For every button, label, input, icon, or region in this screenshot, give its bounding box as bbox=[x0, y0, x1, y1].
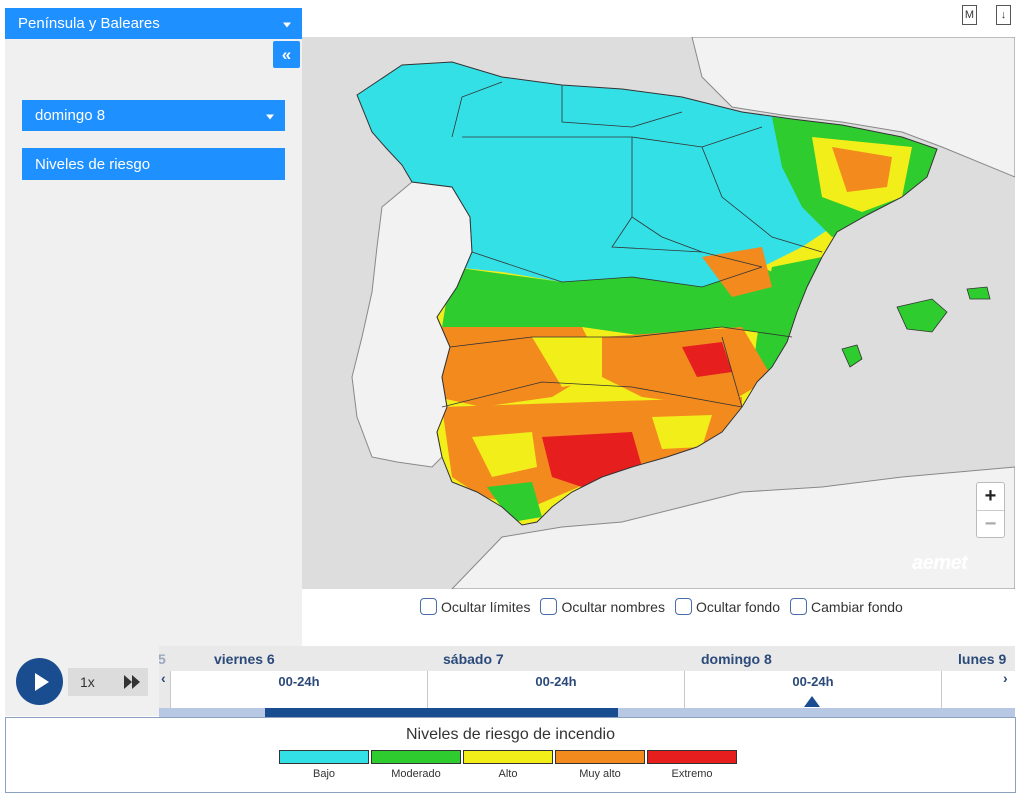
speed-label: 1x bbox=[80, 674, 95, 690]
legend-swatch bbox=[555, 750, 645, 764]
timeline-slot[interactable]: 00-24h bbox=[170, 671, 427, 708]
legend-swatch bbox=[463, 750, 553, 764]
legend-label: Bajo bbox=[312, 768, 336, 780]
timeline-day-header: sábado 7 bbox=[443, 650, 504, 667]
legend-label: Alto bbox=[498, 768, 518, 780]
play-button[interactable] bbox=[16, 658, 63, 705]
playback-controls: 1x bbox=[5, 646, 159, 716]
play-icon bbox=[34, 672, 49, 691]
timeline-prev-fragment: 5 bbox=[159, 650, 166, 667]
option-change-background[interactable]: Cambiar fondo bbox=[790, 598, 903, 615]
slot-label: 00-24h bbox=[792, 674, 834, 689]
timeline-slot[interactable]: 00-24h bbox=[427, 671, 684, 708]
legend-label: Moderado bbox=[391, 768, 441, 780]
legend-item: Extremo bbox=[647, 750, 737, 780]
checkbox[interactable] bbox=[420, 598, 437, 615]
option-label: Cambiar fondo bbox=[811, 598, 903, 615]
legend-label: Muy alto bbox=[579, 768, 621, 780]
timeline-scroll-thumb[interactable] bbox=[265, 708, 618, 717]
ibiza bbox=[841, 344, 863, 368]
france-land bbox=[691, 37, 1015, 178]
menorca bbox=[966, 286, 991, 300]
spain-outline bbox=[356, 61, 938, 526]
mallorca bbox=[896, 298, 948, 333]
region-select[interactable]: Península y Baleares bbox=[5, 8, 302, 39]
timeline-day-header: lunes 9 bbox=[958, 650, 1007, 667]
timeline-day-header: viernes 6 bbox=[214, 650, 275, 667]
checkbox[interactable] bbox=[790, 598, 808, 615]
option-label: Ocultar límites bbox=[441, 598, 531, 615]
zoom-out-button[interactable]: − bbox=[977, 510, 1004, 537]
download-icon[interactable]: ↓ bbox=[996, 5, 1011, 25]
option-hide-limits[interactable]: Ocultar límites bbox=[420, 598, 530, 615]
region-select-label: Península y Baleares bbox=[18, 15, 160, 32]
risk-map[interactable] bbox=[302, 37, 1015, 589]
option-label: Ocultar fondo bbox=[695, 598, 781, 615]
side-panel: Península y Baleares « domingo 8 Niveles… bbox=[5, 8, 302, 648]
chevron-down-icon bbox=[283, 22, 291, 27]
slot-label: 00-24h bbox=[278, 674, 320, 689]
aemet-logo: aemet bbox=[912, 552, 968, 574]
option-label: Ocultar nombres bbox=[561, 598, 665, 615]
timeline-slot[interactable] bbox=[941, 671, 1015, 708]
legend-item: Muy alto bbox=[555, 750, 645, 780]
legend-swatch bbox=[279, 750, 369, 764]
day-select-label: domingo 8 bbox=[35, 107, 106, 124]
document-m-icon[interactable]: M bbox=[962, 5, 977, 25]
checkbox[interactable] bbox=[674, 598, 692, 615]
legend-item: Alto bbox=[463, 750, 553, 780]
slot-label: 00-24h bbox=[535, 674, 577, 689]
selected-slot-marker bbox=[804, 696, 820, 707]
checkbox[interactable] bbox=[540, 598, 558, 615]
chevron-down-icon bbox=[266, 114, 274, 119]
map-canvas bbox=[302, 37, 1015, 589]
legend-title: Niveles de riesgo de incendio bbox=[405, 726, 615, 743]
option-hide-names[interactable]: Ocultar nombres bbox=[540, 598, 665, 615]
timeline-next-arrow[interactable]: › bbox=[1003, 670, 1008, 686]
risk-levels-button[interactable]: Niveles de riesgo bbox=[22, 148, 285, 180]
map-options: Ocultar límites Ocultar nombres Ocultar … bbox=[420, 598, 903, 615]
legend-item: Bajo bbox=[279, 750, 369, 780]
risk-levels-label: Niveles de riesgo bbox=[35, 155, 151, 173]
legend-swatch bbox=[647, 750, 737, 764]
legend-label: Extremo bbox=[671, 768, 713, 780]
legend-item: Moderado bbox=[371, 750, 461, 780]
timeline-day-header: domingo 8 bbox=[701, 650, 772, 667]
zoom-control: + − bbox=[976, 482, 1005, 538]
day-select[interactable]: domingo 8 bbox=[22, 100, 285, 131]
zoom-in-button[interactable]: + bbox=[984, 485, 997, 507]
africa-land bbox=[451, 466, 1015, 589]
speed-control[interactable]: 1x bbox=[68, 668, 148, 696]
collapse-panel-button[interactable]: « bbox=[273, 41, 300, 68]
region-boundaries bbox=[441, 81, 823, 408]
fast-forward-icon[interactable] bbox=[124, 675, 140, 689]
timeline-prev-arrow[interactable]: ‹ bbox=[161, 670, 166, 686]
legend: Niveles de riesgo de incendio Bajo Moder… bbox=[5, 717, 1016, 793]
option-hide-background[interactable]: Ocultar fondo bbox=[674, 598, 781, 615]
timeline: 5 viernes 6 sábado 7 domingo 8 lunes 9 0… bbox=[159, 646, 1015, 708]
timeline-scrollbar[interactable] bbox=[159, 708, 1015, 717]
legend-swatch bbox=[371, 750, 461, 764]
